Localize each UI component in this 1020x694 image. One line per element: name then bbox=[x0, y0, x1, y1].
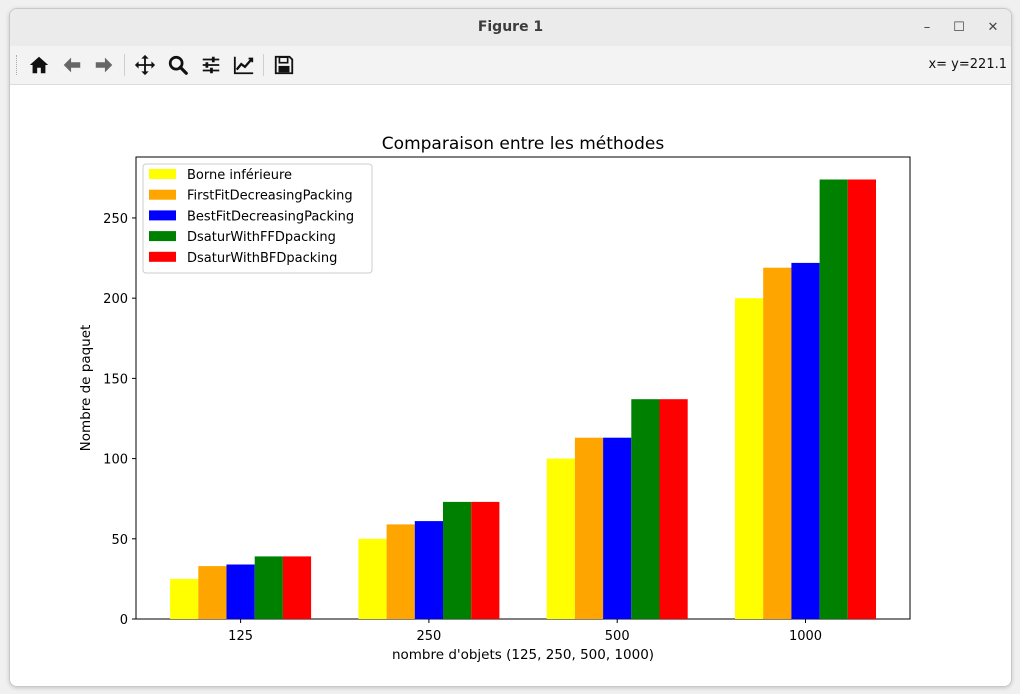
bar bbox=[659, 399, 688, 619]
y-tick-label: 200 bbox=[103, 292, 128, 307]
edit-axis-button[interactable] bbox=[231, 52, 257, 78]
legend-label: FirstFitDecreasingPacking bbox=[187, 189, 353, 204]
toolbar-separator bbox=[124, 54, 125, 76]
bar bbox=[386, 524, 415, 619]
sliders-icon bbox=[202, 56, 220, 74]
y-tick-label: 100 bbox=[103, 453, 128, 468]
bar bbox=[471, 501, 500, 619]
bar bbox=[574, 437, 604, 619]
y-axis-ticks: 0 50 100 150 200 250 bbox=[103, 212, 136, 628]
save-button[interactable] bbox=[271, 52, 297, 78]
arrow-left-icon bbox=[63, 57, 81, 73]
home-button[interactable] bbox=[26, 52, 52, 78]
y-tick-label: 0 bbox=[120, 613, 128, 628]
arrow-right-icon bbox=[95, 57, 113, 73]
bar bbox=[170, 578, 199, 619]
move-icon bbox=[134, 54, 156, 76]
chart-title: Comparaison entre les méthodes bbox=[382, 134, 665, 154]
y-tick-label: 150 bbox=[103, 372, 128, 387]
legend-swatch bbox=[149, 210, 176, 221]
bar bbox=[735, 298, 764, 619]
bar bbox=[282, 556, 312, 619]
save-icon bbox=[274, 55, 294, 75]
legend-label: Borne inférieure bbox=[187, 168, 292, 183]
window-title: Figure 1 bbox=[477, 19, 544, 35]
legend-label: DsaturWithFFDpacking bbox=[187, 230, 336, 245]
bar bbox=[631, 399, 660, 619]
navigation-toolbar: x= y=221.1 bbox=[10, 46, 1011, 85]
figure-window: Figure 1 – ☐ ✕ bbox=[9, 8, 1012, 687]
figure-canvas[interactable]: 0 50 100 150 200 250 125 250 500 1000 Comparaiso… bbox=[10, 85, 1011, 686]
zoom-icon bbox=[168, 55, 188, 75]
back-button[interactable] bbox=[59, 52, 85, 78]
x-axis-label: nombre d'objets (125, 250, 500, 1000) bbox=[392, 647, 654, 663]
bar bbox=[603, 437, 632, 619]
bar bbox=[198, 566, 227, 619]
legend-frame bbox=[142, 163, 373, 274]
x-tick-label: 125 bbox=[228, 629, 253, 644]
configure-subplots-button[interactable] bbox=[198, 52, 224, 78]
bar bbox=[254, 556, 283, 619]
x-tick-label: 1000 bbox=[789, 629, 822, 644]
legend: Borne inférieure FirstFitDecreasingPackin… bbox=[142, 163, 373, 274]
bar bbox=[443, 501, 472, 619]
bars-group bbox=[170, 179, 876, 619]
line-chart-icon bbox=[233, 56, 254, 75]
y-tick-label: 250 bbox=[103, 212, 128, 227]
cursor-coordinates: x= y=221.1 bbox=[928, 57, 1007, 72]
bar bbox=[226, 564, 255, 619]
close-button[interactable]: ✕ bbox=[987, 20, 999, 35]
bar bbox=[819, 179, 848, 619]
legend-swatch bbox=[149, 231, 176, 242]
x-tick-label: 250 bbox=[416, 629, 441, 644]
toolbar-separator bbox=[263, 54, 264, 76]
maximize-button[interactable]: ☐ bbox=[953, 20, 965, 35]
bar bbox=[847, 179, 876, 619]
y-axis-label: Nombre de paquet bbox=[78, 325, 94, 452]
x-axis-ticks: 125 250 500 1000 bbox=[228, 619, 822, 644]
legend-swatch bbox=[149, 169, 176, 179]
bar bbox=[763, 267, 792, 619]
bar bbox=[358, 538, 387, 619]
legend-swatch bbox=[149, 189, 176, 200]
toolbar-grip bbox=[16, 55, 19, 75]
zoom-button[interactable] bbox=[165, 52, 191, 78]
bar bbox=[791, 262, 820, 619]
forward-button[interactable] bbox=[91, 52, 117, 78]
bar bbox=[546, 458, 575, 619]
y-tick-label: 50 bbox=[111, 533, 128, 548]
x-tick-label: 500 bbox=[605, 629, 630, 644]
minimize-button[interactable]: – bbox=[923, 20, 931, 35]
title-bar[interactable]: Figure 1 – ☐ ✕ bbox=[10, 9, 1011, 47]
legend-swatch bbox=[149, 251, 176, 262]
bar-chart: 0 50 100 150 200 250 125 250 500 1000 Comparaiso… bbox=[78, 134, 911, 663]
legend-label: BestFitDecreasingPacking bbox=[187, 209, 354, 224]
pan-button[interactable] bbox=[132, 52, 158, 78]
legend-label: DsaturWithBFDpacking bbox=[187, 251, 337, 266]
home-icon bbox=[29, 56, 49, 74]
bar bbox=[414, 521, 443, 619]
